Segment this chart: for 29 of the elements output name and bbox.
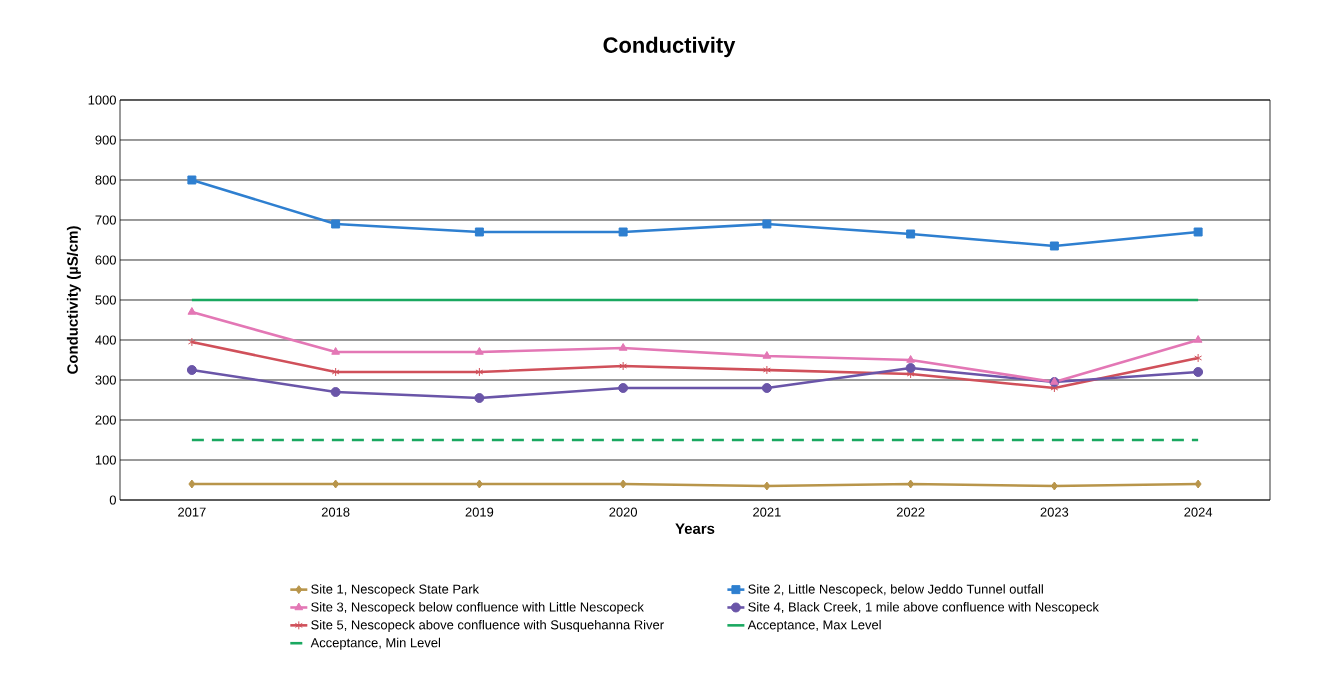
x-axis-title: Years (675, 523, 715, 534)
y-tick-label: 900 (95, 135, 116, 145)
legend-label: Acceptance, Max Level (747, 619, 881, 632)
y-tick-label: 200 (95, 415, 116, 425)
y-tick-label: 0 (109, 495, 116, 505)
legend-label: Site 3, Nescopeck below confluence with Little Nescopeck (311, 602, 644, 615)
x-tick-label: 2020 (609, 507, 638, 517)
x-tick-label: 2022 (896, 507, 925, 517)
y-tick-label: 600 (95, 255, 116, 265)
y-tick-label: 300 (95, 375, 116, 385)
y-tick-label: 100 (95, 455, 116, 465)
legend-label: Site 4, Black Creek, 1 mile above confluence with Nescopeck (748, 602, 1099, 615)
y-tick-label: 700 (95, 215, 116, 225)
x-tick-label: 2018 (321, 507, 350, 517)
legend-label: Acceptance, Min Level (310, 637, 441, 650)
x-tick-label: 2019 (465, 507, 494, 517)
y-tick-label: 500 (95, 295, 116, 305)
y-tick-label: 400 (95, 335, 116, 345)
y-tick-label: 1000 (88, 95, 116, 105)
x-tick-label: 2023 (1040, 507, 1069, 517)
y-tick-label: 800 (95, 175, 116, 185)
legend-label: Site 5, Nescopeck above confluence with Susquehanna River (311, 619, 664, 632)
legend-label: Site 1, Nescopeck State Park (311, 584, 480, 597)
x-tick-label: 2021 (753, 507, 781, 517)
chart-title: Conductivity (603, 36, 736, 58)
x-tick-label: 2024 (1184, 507, 1213, 517)
x-tick-label: 2017 (178, 507, 206, 517)
legend-label: Site 2, Little Nescopeck, below Jeddo Tunnel outfall (748, 584, 1043, 597)
y-axis-title: Conductivity (µS/cm) (66, 226, 81, 374)
